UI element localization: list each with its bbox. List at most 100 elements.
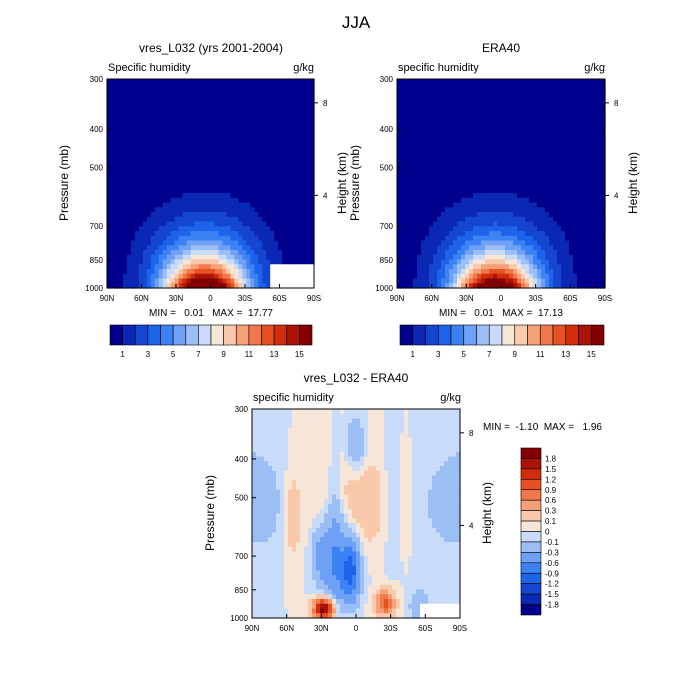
contour-cell <box>266 235 271 242</box>
contour-cell <box>150 150 156 156</box>
contour-cell <box>445 88 450 94</box>
contour-cell <box>537 83 542 90</box>
contour-cell <box>256 423 261 429</box>
contour-cell <box>557 98 562 104</box>
contour-cell <box>262 79 267 85</box>
contour-cell <box>294 131 299 137</box>
contour-cell <box>266 107 271 113</box>
contour-cell <box>198 150 204 156</box>
contour-cell <box>286 245 291 251</box>
contour-cell <box>477 126 482 132</box>
contour-cell <box>174 93 180 99</box>
contour-cell <box>210 79 216 85</box>
contour-cell <box>258 178 263 185</box>
contour-cell <box>401 102 406 109</box>
contour-cell <box>286 202 291 208</box>
contour-cell <box>306 93 311 99</box>
contour-cell <box>477 117 482 123</box>
contour-cell <box>481 254 486 261</box>
contour-cell <box>298 174 303 180</box>
contour-cell <box>597 221 602 227</box>
contour-cell <box>529 202 534 208</box>
contour-cell <box>509 136 514 142</box>
contour-cell <box>302 231 307 237</box>
contour-cell <box>545 202 550 208</box>
contour-cell <box>425 183 430 189</box>
contour-cell <box>264 475 269 481</box>
contour-cell <box>593 145 598 151</box>
contour-cell <box>306 79 311 85</box>
contour-cell <box>154 259 160 265</box>
contour-cell <box>425 221 430 227</box>
contour-cell <box>533 250 538 256</box>
contour-cell <box>166 169 172 175</box>
contour-cell <box>162 169 168 175</box>
contour-cell <box>238 250 243 256</box>
contour-cell <box>413 126 418 132</box>
contour-cell <box>517 150 522 156</box>
contour-cell <box>509 145 514 151</box>
contour-cell <box>541 278 546 284</box>
contour-cell <box>501 264 506 270</box>
contour-cell <box>230 212 235 218</box>
contour-cell <box>206 207 212 213</box>
contour-cell <box>593 273 598 280</box>
contour-cell <box>242 126 247 132</box>
contour-cell <box>264 489 269 496</box>
contour-cell <box>272 542 277 548</box>
contour-cell <box>529 259 534 265</box>
contour-cell <box>433 202 438 208</box>
contour-cell <box>565 136 570 142</box>
contour-cell <box>601 178 606 185</box>
contour-cell <box>533 183 538 189</box>
contour-cell <box>226 169 231 175</box>
contour-cell <box>178 83 184 90</box>
contour-cell <box>461 121 466 128</box>
contour-cell <box>262 259 267 265</box>
contour-cell <box>589 121 594 128</box>
contour-cell <box>218 278 224 284</box>
contour-cell <box>469 245 474 251</box>
contour-cell <box>513 169 518 175</box>
contour-cell <box>306 140 311 147</box>
contour-cell <box>302 164 307 170</box>
contour-cell <box>493 131 498 137</box>
contour-cell <box>501 273 506 280</box>
contour-cell <box>521 250 526 256</box>
contour-cell <box>270 283 275 289</box>
contour-cell <box>290 254 295 261</box>
contour-cell <box>597 121 602 128</box>
contour-cell <box>421 174 426 180</box>
contour-cell <box>310 197 315 204</box>
contour-cell <box>258 235 263 242</box>
contour-cell <box>302 197 307 204</box>
contour-cell <box>513 102 518 109</box>
contour-cell <box>107 254 112 261</box>
contour-cell <box>122 174 128 180</box>
contour-cell <box>146 254 152 261</box>
contour-cell <box>214 188 220 194</box>
contour-cell <box>242 188 247 194</box>
contour-cell <box>601 98 606 104</box>
contour-cell <box>497 212 502 218</box>
contour-cell <box>194 169 200 175</box>
colorbar-swatch <box>286 324 300 346</box>
y-tick-label: 400 <box>90 125 104 134</box>
contour-cell <box>110 93 116 99</box>
contour-cell <box>477 278 482 284</box>
contour-cell <box>481 235 486 242</box>
contour-cell <box>260 428 265 434</box>
contour-cell <box>198 136 204 142</box>
contour-cell <box>246 79 251 85</box>
contour-cell <box>533 83 538 90</box>
contour-cell <box>461 183 466 189</box>
contour-cell <box>182 202 188 208</box>
contour-cell <box>457 273 462 280</box>
contour-cell <box>134 245 140 251</box>
contour-cell <box>585 231 590 237</box>
contour-cell <box>469 207 474 213</box>
contour-cell <box>262 136 267 142</box>
contour-cell <box>178 235 184 242</box>
y-tick-label: 400 <box>380 125 394 134</box>
contour-cell <box>206 169 212 175</box>
